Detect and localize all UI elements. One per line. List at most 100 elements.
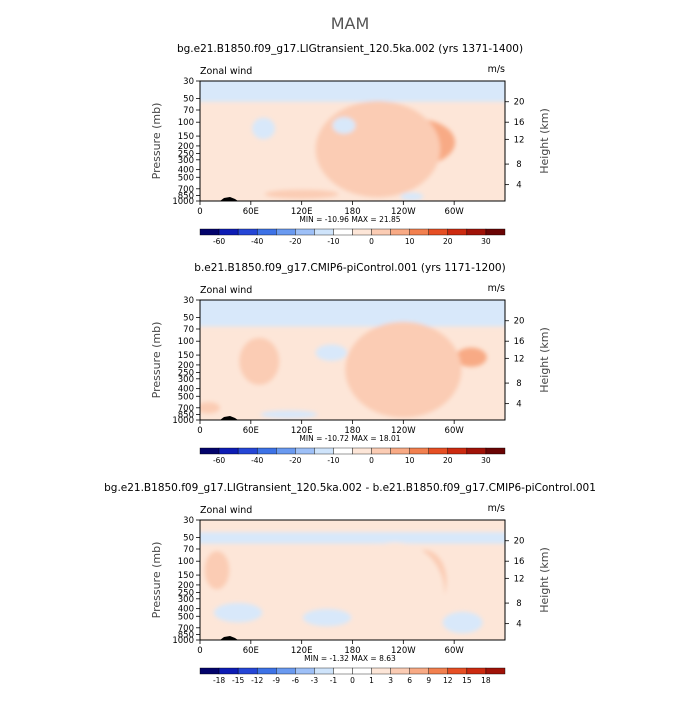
y-tick-label: 100 bbox=[178, 337, 194, 347]
variable-label: Zonal wind bbox=[200, 505, 252, 516]
colorbar-label: -60 bbox=[213, 456, 225, 465]
y-tick-label: 500 bbox=[178, 612, 194, 622]
colorbar-label: 6 bbox=[407, 676, 412, 685]
colorbar-box bbox=[218, 447, 239, 455]
x-tick-label: 60W bbox=[445, 426, 465, 436]
colorbar-label: 15 bbox=[462, 676, 472, 685]
colorbar-box bbox=[485, 667, 506, 675]
colorbar-box bbox=[276, 228, 296, 236]
x-tick-label: 120E bbox=[291, 207, 313, 217]
x-tick-label: 120E bbox=[291, 646, 313, 656]
plot-area bbox=[200, 81, 505, 201]
y-tick-label: 250 bbox=[178, 150, 194, 160]
colorbar-label: 10 bbox=[405, 456, 415, 465]
colorbar-box bbox=[314, 447, 334, 455]
contour-blob bbox=[264, 189, 339, 199]
colorbar-box bbox=[466, 228, 487, 236]
x-tick-label: 60W bbox=[445, 207, 465, 217]
colorbar-label: 30 bbox=[481, 456, 491, 465]
colorbar-box bbox=[447, 447, 468, 455]
contour-blob bbox=[252, 117, 276, 140]
contour-blob bbox=[345, 542, 445, 640]
y-right-axis-label: Height (km) bbox=[538, 547, 551, 613]
colorbar-box bbox=[447, 667, 468, 675]
y-tick-label: 30 bbox=[183, 296, 194, 306]
colorbar-box bbox=[371, 228, 391, 236]
height-tick-label: 8 bbox=[516, 379, 521, 389]
colorbar-label: -20 bbox=[289, 237, 301, 246]
colorbar-box bbox=[199, 667, 220, 675]
colorbar-box bbox=[276, 667, 296, 675]
y-right-axis-label: Height (km) bbox=[538, 108, 551, 174]
colorbar-label: -10 bbox=[327, 456, 339, 465]
colorbar-box bbox=[409, 228, 429, 236]
colorbar-label: -12 bbox=[251, 676, 263, 685]
contour-fills bbox=[200, 300, 505, 419]
height-tick-label: 8 bbox=[516, 160, 521, 170]
colorbar-box bbox=[333, 447, 353, 455]
topography-mask bbox=[220, 197, 238, 201]
colorbar-label: 3 bbox=[388, 676, 393, 685]
colorbar-box bbox=[352, 667, 372, 675]
height-tick-label: 16 bbox=[514, 557, 525, 567]
chart-panel-2: b.e21.B1850.f09_g17.CMIP6-piControl.001 … bbox=[150, 262, 551, 465]
colorbar-box bbox=[352, 447, 372, 455]
colorbar-label: 20 bbox=[443, 456, 453, 465]
height-tick-label: 12 bbox=[514, 135, 525, 145]
y-tick-label: 70 bbox=[183, 325, 194, 335]
y-tick-label: 500 bbox=[178, 173, 194, 183]
colorbar-box bbox=[295, 447, 315, 455]
chart-panel-1: bg.e21.B1850.f09_g17.LIGtransient_120.5k… bbox=[150, 43, 551, 246]
colorbar-box bbox=[409, 447, 429, 455]
y-tick-label: 50 bbox=[183, 313, 194, 323]
y-tick-label: 700 bbox=[178, 624, 194, 634]
y-tick-label: 400 bbox=[178, 166, 194, 176]
colorbar-box bbox=[314, 228, 334, 236]
y-tick-label: 1000 bbox=[172, 416, 194, 426]
colorbar-label: 0 bbox=[369, 237, 374, 246]
y-axis-label: Pressure (mb) bbox=[150, 103, 163, 180]
contour-blob bbox=[315, 344, 348, 361]
x-tick-label: 120W bbox=[391, 646, 416, 656]
colorbar-box bbox=[485, 447, 506, 455]
y-tick-label: 100 bbox=[178, 557, 194, 567]
colorbar-box bbox=[256, 447, 277, 455]
chart-panel-3: bg.e21.B1850.f09_g17.LIGtransient_120.5k… bbox=[104, 482, 596, 685]
contour-blob bbox=[455, 347, 487, 367]
y-tick-label: 850 bbox=[178, 191, 194, 201]
panel-title: bg.e21.B1850.f09_g17.LIGtransient_120.5k… bbox=[177, 43, 523, 55]
stats-label: MIN = -10.96 MAX = 21.85 bbox=[299, 215, 400, 224]
colorbar-label: -40 bbox=[251, 456, 263, 465]
contour-blob bbox=[302, 608, 352, 627]
y-tick-label: 300 bbox=[178, 156, 194, 166]
colorbar-box bbox=[295, 667, 315, 675]
y-tick-label: 70 bbox=[183, 545, 194, 555]
y-axis-label: Pressure (mb) bbox=[150, 322, 163, 399]
y-tick-label: 70 bbox=[183, 106, 194, 116]
contour-blob bbox=[204, 551, 230, 590]
contour-blob bbox=[345, 321, 462, 418]
x-tick-label: 0 bbox=[197, 426, 202, 436]
stats-label: MIN = -10.72 MAX = 18.01 bbox=[299, 434, 400, 443]
colorbar-box bbox=[237, 447, 258, 455]
x-tick-label: 120W bbox=[391, 426, 416, 436]
plot-area bbox=[200, 300, 505, 420]
x-tick-label: 60E bbox=[243, 426, 259, 436]
y-tick-label: 150 bbox=[178, 351, 194, 361]
colorbar-box bbox=[352, 228, 372, 236]
colorbar-label: 0 bbox=[369, 456, 374, 465]
colorbar-box bbox=[295, 228, 315, 236]
y-tick-label: 150 bbox=[178, 132, 194, 142]
colorbar-label: 12 bbox=[443, 676, 453, 685]
y-tick-label: 850 bbox=[178, 410, 194, 420]
contour-band bbox=[200, 532, 505, 544]
y-tick-label: 1000 bbox=[172, 636, 194, 646]
colorbar-box bbox=[237, 228, 258, 236]
x-tick-label: 60W bbox=[445, 646, 465, 656]
colorbar-box bbox=[314, 667, 334, 675]
colorbar-box bbox=[237, 667, 258, 675]
height-tick-label: 4 bbox=[516, 620, 521, 630]
colorbar-box bbox=[466, 447, 487, 455]
colorbar-label: 0 bbox=[350, 676, 355, 685]
